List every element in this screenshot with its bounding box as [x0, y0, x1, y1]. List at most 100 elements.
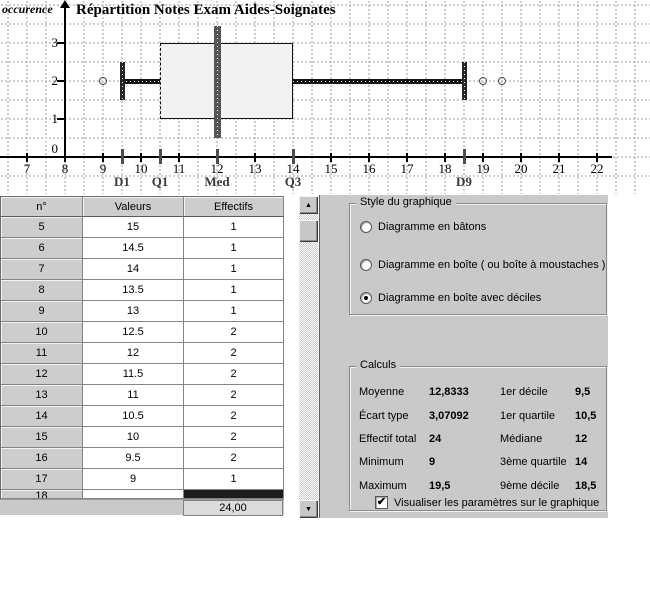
down-arrow-icon: ▼ [305, 505, 312, 513]
cell-valeur[interactable]: 14.5 [83, 238, 184, 259]
cell-valeur[interactable]: 13.5 [83, 280, 184, 301]
column-header-effectifs[interactable]: Effectifs [184, 197, 284, 217]
cell-valeur[interactable]: 13 [83, 301, 184, 322]
radio-option-2[interactable]: Diagramme en boîte ( ou boîte à moustach… [360, 258, 605, 272]
x-tick [178, 153, 180, 162]
row-header: 5 [1, 217, 83, 238]
x-tick [26, 153, 28, 162]
x-tick-label: 9 [99, 161, 107, 176]
cell-valeur[interactable]: 9 [83, 469, 184, 490]
stat-label: 1er décile [500, 386, 548, 398]
visualize-params-checkbox[interactable]: ✔ [375, 496, 388, 509]
scroll-up-button[interactable]: ▲ [299, 196, 318, 214]
cell-effectif[interactable]: 1 [184, 469, 284, 490]
scroll-down-button[interactable]: ▼ [299, 500, 318, 518]
visualize-params-row[interactable]: ✔ Visualiser les paramètres sur le graph… [375, 496, 599, 509]
stat-value: 14 [575, 456, 588, 468]
x-tick-label: 17 [400, 161, 414, 176]
column-header-n[interactable]: n° [1, 197, 83, 217]
stat-value: 9 [429, 456, 436, 468]
cell-effectif-selected[interactable] [184, 490, 284, 499]
cell-effectif[interactable]: 2 [184, 448, 284, 469]
row-header: 9 [1, 301, 83, 322]
outlier-point [99, 77, 107, 85]
radio-option-1[interactable]: Diagramme en bâtons [360, 220, 486, 234]
row-header: 11 [1, 343, 83, 364]
cell-valeur[interactable]: 9.5 [83, 448, 184, 469]
cell-effectif[interactable]: 1 [184, 280, 284, 301]
column-header-valeurs[interactable]: Valeurs [83, 197, 184, 217]
cell-effectif[interactable]: 1 [184, 259, 284, 280]
y-axis-label: occurence [2, 2, 53, 16]
radio-button-icon[interactable] [360, 221, 372, 233]
param-tick-q1 [159, 149, 162, 164]
row-header: 7 [1, 259, 83, 280]
table-row: 12 11.5 2 [1, 364, 284, 385]
table-row: 15 10 2 [1, 427, 284, 448]
cell-effectif[interactable]: 2 [184, 427, 284, 448]
radio-button-icon[interactable] [360, 292, 372, 304]
cell-valeur[interactable]: 11.5 [83, 364, 184, 385]
param-tick-q3 [292, 149, 295, 164]
y-axis-arrow-icon [60, 0, 70, 8]
cell-effectif[interactable]: 2 [184, 322, 284, 343]
x-tick-label: 22 [590, 161, 604, 176]
table-row: 7 14 1 [1, 259, 284, 280]
cell-valeur[interactable]: 12 [83, 343, 184, 364]
cell-valeur[interactable]: 10.5 [83, 406, 184, 427]
scrollbar-thumb[interactable] [299, 220, 318, 242]
cell-valeur[interactable]: 10 [83, 427, 184, 448]
x-tick-label: 13 [248, 161, 262, 176]
style-groupbox-title: Style du graphique [356, 196, 456, 208]
cell-valeur[interactable] [83, 490, 184, 499]
cell-valeur[interactable]: 14 [83, 259, 184, 280]
boxplot-box [160, 43, 293, 119]
stat-label: Maximum [359, 480, 407, 492]
table-header-row: n° Valeurs Effectifs [1, 197, 284, 217]
cell-valeur[interactable]: 15 [83, 217, 184, 238]
x-tick-label: 7 [23, 161, 31, 176]
stat-value: 12 [575, 433, 588, 445]
cell-effectif[interactable]: 1 [184, 238, 284, 259]
x-tick-label: 20 [514, 161, 528, 176]
stat-label: 3ème quartile [500, 456, 567, 468]
calculs-groupbox: Calculs Moyenne 12,8333 1er décile 9,5 Écart… [349, 359, 608, 511]
param-label-q3: Q3 [284, 174, 302, 189]
stat-label: 1er quartile [500, 410, 556, 422]
x-tick-label: 8 [61, 161, 69, 176]
x-tick-label: 21 [552, 161, 566, 176]
x-tick [330, 153, 332, 162]
table-footer: 24,00 [0, 499, 284, 516]
cell-effectif[interactable]: 2 [184, 364, 284, 385]
cell-effectif[interactable]: 2 [184, 343, 284, 364]
cell-effectif[interactable]: 1 [184, 217, 284, 238]
cell-valeur[interactable]: 12.5 [83, 322, 184, 343]
stat-row: Effectif total 24 Médiane 12 [350, 433, 608, 447]
table-row: 8 13.5 1 [1, 280, 284, 301]
row-header: 16 [1, 448, 83, 469]
cell-effectif[interactable]: 2 [184, 385, 284, 406]
y-tick [57, 118, 66, 120]
table-row: 10 12.5 2 [1, 322, 284, 343]
boxplot-decile1-line [120, 62, 125, 100]
radio-button-icon[interactable] [360, 259, 372, 271]
radio-option-3[interactable]: Diagramme en boîte avec déciles [360, 291, 541, 305]
x-tick [558, 153, 560, 162]
cell-effectif[interactable]: 2 [184, 406, 284, 427]
param-label-q1: Q1 [151, 174, 169, 189]
vertical-scrollbar[interactable]: ▲ ▼ [299, 196, 318, 518]
table-row: 14 10.5 2 [1, 406, 284, 427]
stat-label: Écart type [359, 410, 409, 422]
cell-valeur[interactable]: 11 [83, 385, 184, 406]
x-tick-label: 19 [476, 161, 490, 176]
x-tick-label: 15 [324, 161, 338, 176]
stat-row: Maximum 19,5 9ème décile 18,5 [350, 480, 608, 494]
x-axis-line [0, 156, 612, 158]
total-effectifs-cell: 24,00 [183, 500, 283, 516]
param-tick-d1 [121, 149, 124, 164]
param-label-d1: D1 [114, 174, 130, 189]
visualize-params-label: Visualiser les paramètres sur le graphiq… [394, 496, 600, 509]
x-tick-label: 14 [286, 161, 300, 176]
cell-effectif[interactable]: 1 [184, 301, 284, 322]
stat-row: Écart type 3,07092 1er quartile 10,5 [350, 410, 608, 424]
